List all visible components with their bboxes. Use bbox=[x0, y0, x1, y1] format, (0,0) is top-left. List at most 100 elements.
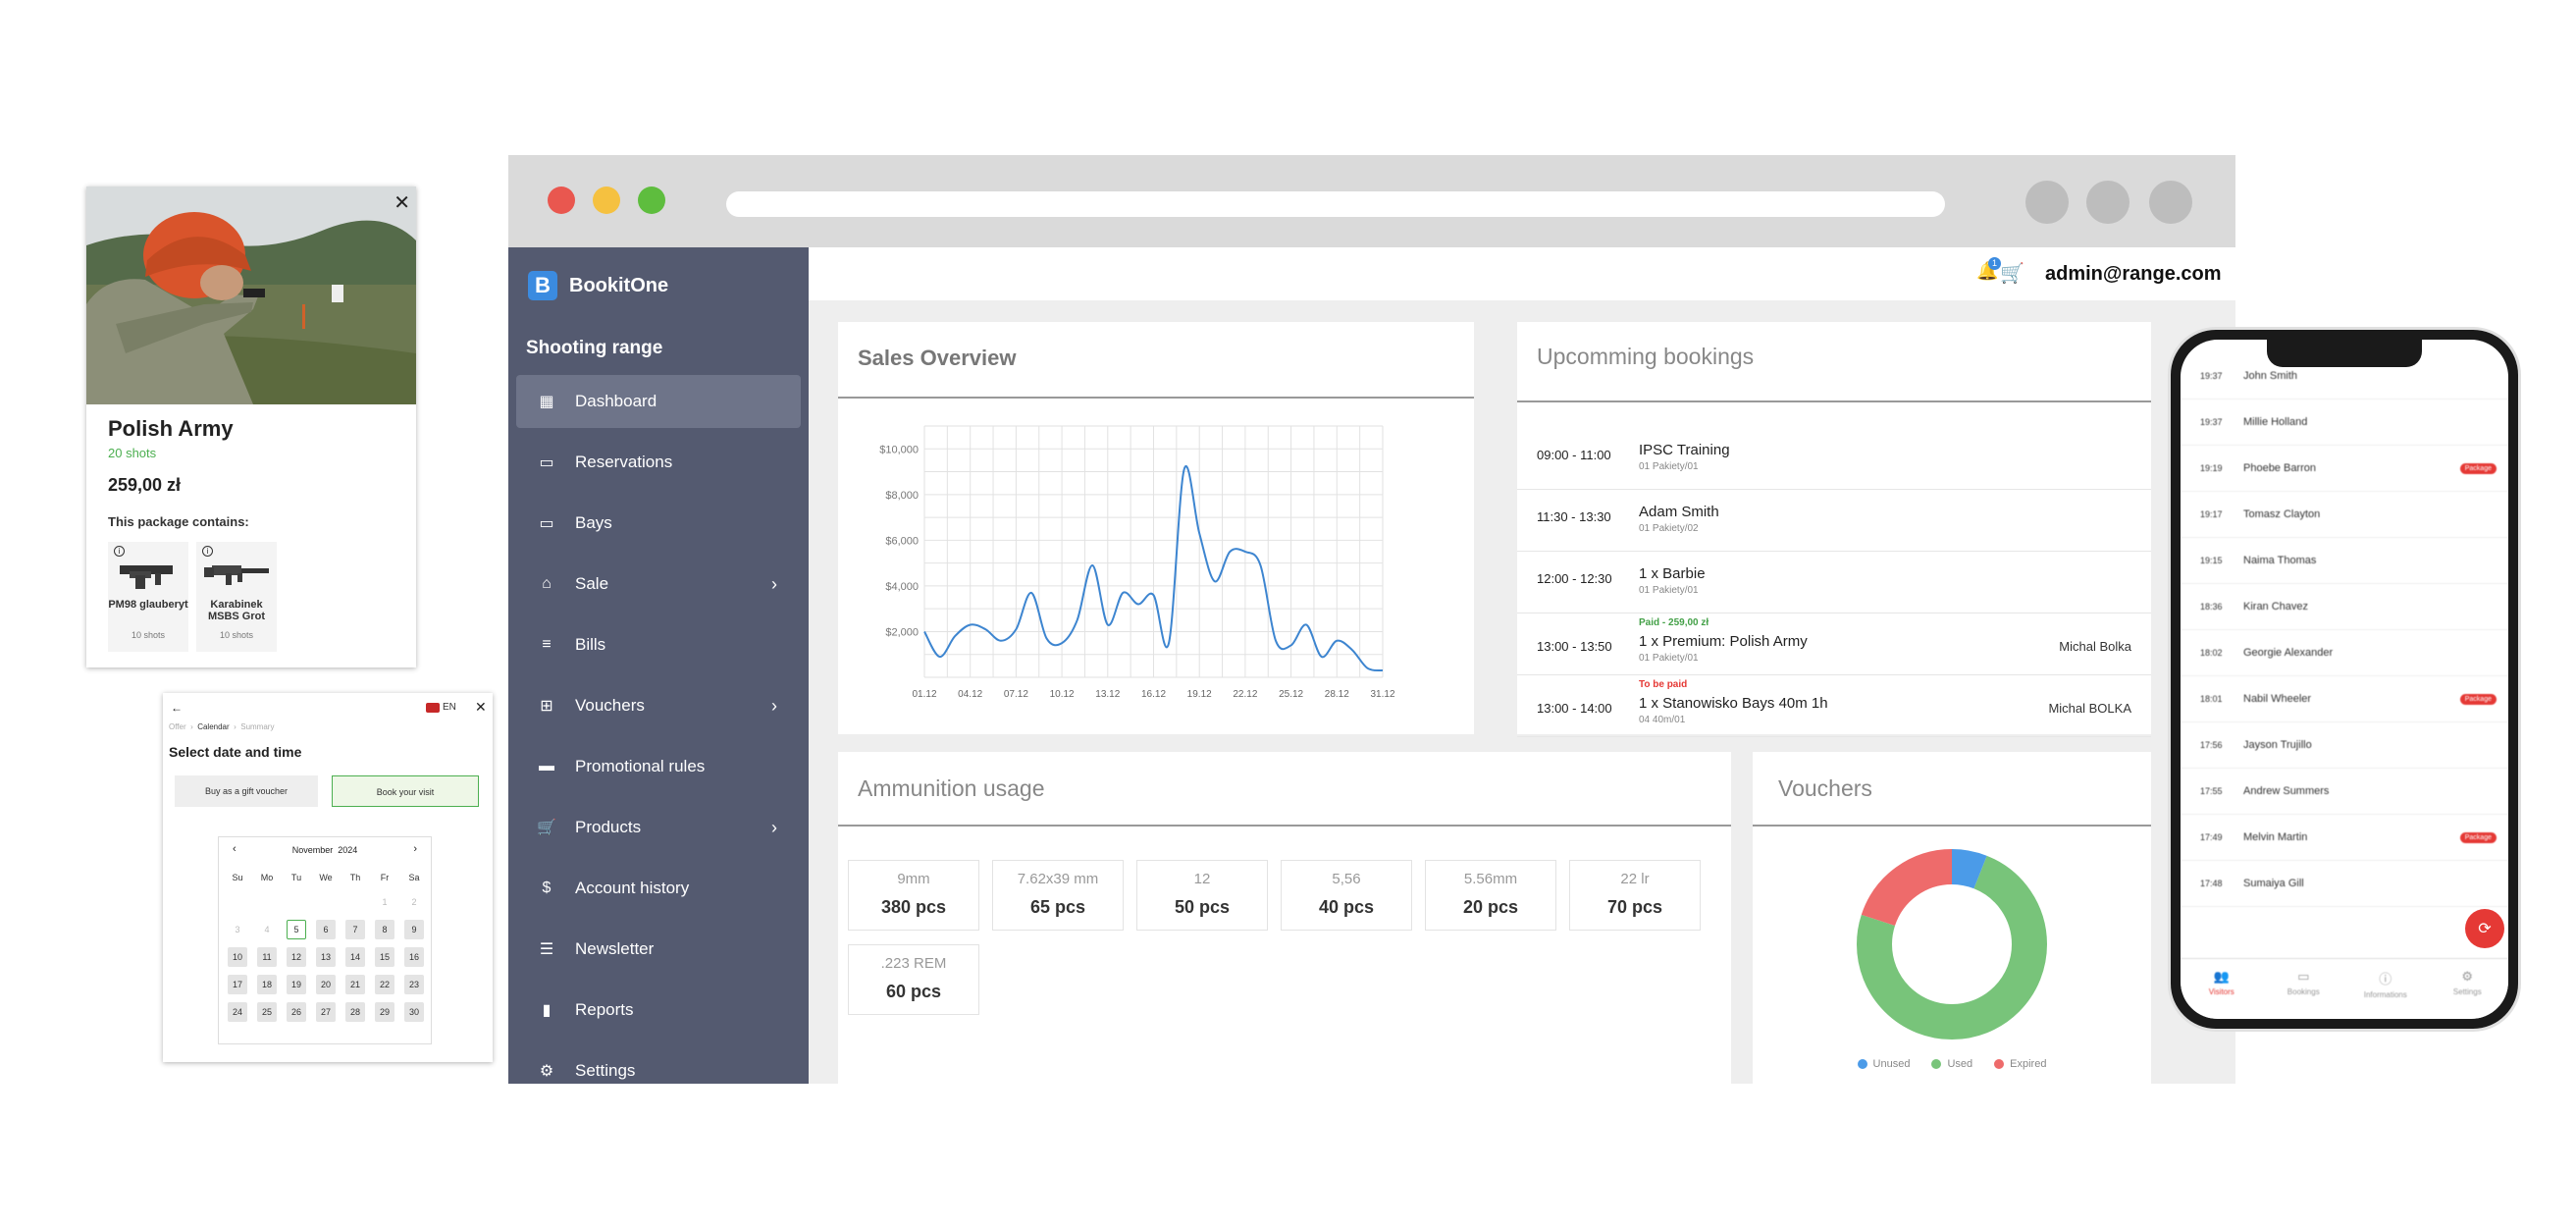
language-selector[interactable]: EN bbox=[443, 702, 456, 713]
logo[interactable]: B BookitOne bbox=[528, 271, 668, 300]
package-badge: Package bbox=[2459, 694, 2497, 705]
uk-flag-icon[interactable] bbox=[426, 703, 440, 713]
calendar-day[interactable]: 20 bbox=[311, 975, 341, 994]
calendar-day[interactable]: 22 bbox=[370, 975, 399, 994]
calendar-day[interactable]: 17 bbox=[223, 975, 252, 994]
close-icon[interactable]: ✕ bbox=[394, 192, 410, 214]
donut-slice-expired[interactable] bbox=[1857, 849, 2047, 1040]
calendar-day[interactable]: 8 bbox=[370, 920, 399, 939]
booking-row[interactable]: 12:00 - 12:30 1 x Barbie 01 Pakiety/01 bbox=[1517, 552, 2151, 614]
booking-row[interactable]: 13:00 - 14:00 To be paid 1 x Stanowisko Ba… bbox=[1517, 675, 2151, 737]
divider bbox=[838, 825, 1731, 827]
legend-item[interactable]: Unused bbox=[1857, 1058, 1910, 1070]
legend-item[interactable]: Expired bbox=[1994, 1058, 2046, 1070]
calendar-day[interactable]: 7 bbox=[341, 920, 370, 939]
sidebar-item-newsletter[interactable]: ☰ Newsletter bbox=[516, 923, 801, 976]
calendar-day[interactable]: 16 bbox=[399, 947, 429, 967]
calendar-day[interactable]: 26 bbox=[282, 1002, 311, 1022]
visitor-row[interactable]: 19:17 Tomasz Clayton bbox=[2181, 492, 2508, 538]
calendar-day[interactable]: 27 bbox=[311, 1002, 341, 1022]
browser-action-button[interactable] bbox=[2086, 181, 2129, 224]
visitor-row[interactable]: 18:36 Kiran Chavez bbox=[2181, 584, 2508, 630]
sidebar-item-dashboard[interactable]: ▦ Dashboard bbox=[516, 375, 801, 428]
calendar-day[interactable]: 13 bbox=[311, 947, 341, 967]
calendar-day[interactable]: 28 bbox=[341, 1002, 370, 1022]
visitor-row[interactable]: 18:02 Georgie Alexander bbox=[2181, 630, 2508, 676]
address-bar[interactable] bbox=[726, 191, 1945, 217]
cart-icon[interactable]: 🛒 bbox=[2000, 263, 2024, 285]
sidebar-item-sale[interactable]: ⌂ Sale › bbox=[516, 558, 801, 611]
booking-row[interactable]: 09:00 - 11:00 IPSC Training 01 Pakiety/01 bbox=[1517, 428, 2151, 490]
calendar-day[interactable]: 19 bbox=[282, 975, 311, 994]
sidebar: B BookitOne Shooting range ▦ Dashboard ▭ Re… bbox=[508, 247, 809, 1084]
calendar-day[interactable]: 24 bbox=[223, 1002, 252, 1022]
calendar-day[interactable]: 18 bbox=[252, 975, 282, 994]
visitor-row[interactable]: 19:37 Millie Holland bbox=[2181, 400, 2508, 446]
sidebar-item-vouchers[interactable]: ⊞ Vouchers › bbox=[516, 679, 801, 732]
visitor-row[interactable]: 17:55 Andrew Summers bbox=[2181, 769, 2508, 815]
tab-settings[interactable]: ⚙ Settings bbox=[2427, 959, 2509, 1019]
sidebar-item-bays[interactable]: ▭ Bays bbox=[516, 497, 801, 550]
visitor-row[interactable]: 19:15 Naima Thomas bbox=[2181, 538, 2508, 584]
sidebar-item-reports[interactable]: ▮ Reports bbox=[516, 984, 801, 1037]
calendar-day[interactable]: 15 bbox=[370, 947, 399, 967]
info-icon[interactable]: i bbox=[114, 546, 125, 557]
gift-voucher-button[interactable]: Buy as a gift voucher bbox=[175, 775, 318, 807]
maximize-window-button[interactable] bbox=[638, 187, 665, 214]
visitor-row[interactable]: 19:37 John Smith bbox=[2181, 353, 2508, 400]
calendar-day[interactable]: 6 bbox=[311, 920, 341, 939]
breadcrumb-item[interactable]: Calendar bbox=[197, 722, 230, 731]
book-visit-button[interactable]: Book your visit bbox=[332, 775, 479, 807]
chevron-left-icon[interactable]: ‹ bbox=[233, 843, 237, 855]
chevron-right-icon[interactable]: › bbox=[413, 843, 417, 855]
sidebar-item-promotional-rules[interactable]: ▬ Promotional rules bbox=[516, 740, 801, 793]
visitor-time: 17:49 bbox=[2200, 832, 2223, 842]
back-arrow-icon[interactable]: ← bbox=[171, 701, 183, 715]
info-icon[interactable]: i bbox=[202, 546, 213, 557]
browser-action-button[interactable] bbox=[2149, 181, 2192, 224]
sidebar-item-products[interactable]: 🛒 Products › bbox=[516, 801, 801, 854]
package-item[interactable]: i Karabinek MSBS Grot 10 shots bbox=[196, 542, 277, 652]
calendar-day[interactable]: 9 bbox=[399, 920, 429, 939]
donut-slice-used[interactable] bbox=[1857, 849, 2047, 1040]
day-number: 28 bbox=[345, 1002, 365, 1022]
close-icon[interactable]: ✕ bbox=[475, 699, 487, 715]
calendar-day[interactable]: 23 bbox=[399, 975, 429, 994]
browser-action-button[interactable] bbox=[2025, 181, 2069, 224]
visitor-row[interactable]: 17:49 Melvin Martin Package bbox=[2181, 815, 2508, 861]
user-email[interactable]: admin@range.com bbox=[2045, 263, 2222, 285]
calendar-day[interactable]: 25 bbox=[252, 1002, 282, 1022]
calendar-day[interactable]: 21 bbox=[341, 975, 370, 994]
legend-item[interactable]: Used bbox=[1931, 1058, 1972, 1070]
tab-bookings[interactable]: ▭ Bookings bbox=[2263, 959, 2345, 1019]
tab-visitors[interactable]: 👥 Visitors bbox=[2181, 959, 2263, 1019]
weekday-label: Sa bbox=[408, 873, 420, 882]
calendar-day[interactable]: 5 bbox=[282, 920, 311, 939]
calendar-day[interactable]: 30 bbox=[399, 1002, 429, 1022]
calendar-day[interactable]: 29 bbox=[370, 1002, 399, 1022]
refresh-fab-button[interactable]: ⟳ bbox=[2465, 909, 2504, 948]
sidebar-item-bills[interactable]: ≡ Bills bbox=[516, 618, 801, 671]
package-item[interactable]: i PM98 glauberyt 10 shots bbox=[108, 542, 188, 652]
booking-time: 13:00 - 13:50 bbox=[1537, 639, 1612, 654]
sidebar-item-reservations[interactable]: ▭ Reservations bbox=[516, 436, 801, 489]
calendar-days: 1 2 3 4 5 6 7 8 9 10 11 12 13 14 15 16 17 18 19 20 21 22 23 24 2… bbox=[223, 892, 429, 1022]
tab-informations[interactable]: ⓘ Informations bbox=[2344, 959, 2427, 1019]
close-window-button[interactable] bbox=[548, 187, 575, 214]
sidebar-item-settings[interactable]: ⚙ Settings bbox=[516, 1044, 801, 1097]
breadcrumb-item[interactable]: Summary bbox=[240, 722, 275, 731]
visitor-row[interactable]: 19:19 Phoebe Barron Package bbox=[2181, 446, 2508, 492]
breadcrumb-item[interactable]: Offer bbox=[169, 722, 186, 731]
calendar-day[interactable]: 12 bbox=[282, 947, 311, 967]
visitor-time: 18:01 bbox=[2200, 694, 2223, 704]
calendar-day[interactable]: 14 bbox=[341, 947, 370, 967]
visitor-row[interactable]: 18:01 Nabil Wheeler Package bbox=[2181, 676, 2508, 722]
visitor-row[interactable]: 17:48 Sumaiya Gill bbox=[2181, 861, 2508, 907]
calendar-day[interactable]: 10 bbox=[223, 947, 252, 967]
minimize-window-button[interactable] bbox=[593, 187, 620, 214]
booking-row[interactable]: 11:30 - 13:30 Adam Smith 01 Pakiety/02 bbox=[1517, 490, 2151, 552]
calendar-day[interactable]: 11 bbox=[252, 947, 282, 967]
visitor-row[interactable]: 17:56 Jayson Trujillo bbox=[2181, 722, 2508, 769]
sidebar-item-account-history[interactable]: $ Account history bbox=[516, 862, 801, 915]
booking-row[interactable]: 13:00 - 13:50 Paid - 259,00 zł 1 x Premium… bbox=[1517, 614, 2151, 675]
